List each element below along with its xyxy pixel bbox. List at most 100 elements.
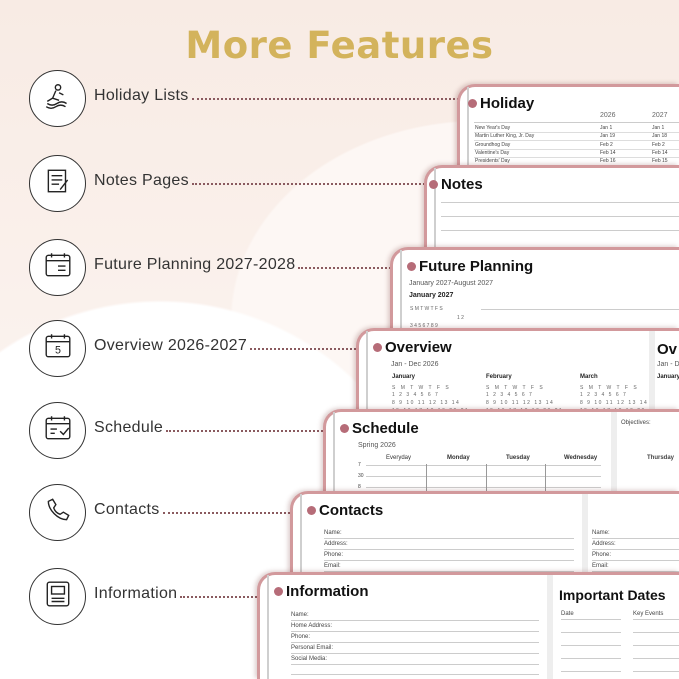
holiday-name: Presidents' Day (475, 158, 510, 165)
future-subtitle: January 2027-August 2027 (409, 280, 494, 287)
month-name: February (486, 374, 512, 380)
holiday-date-2026: Jan 19 (600, 133, 616, 140)
connector-line (191, 98, 471, 100)
holiday-name: Valentine's Day (475, 149, 510, 156)
svg-text:5: 5 (55, 344, 61, 356)
field-label: Email: (592, 563, 609, 569)
field-label: Name: (592, 530, 610, 536)
calendar-5-icon: 5 (43, 331, 73, 366)
field-line (324, 571, 574, 572)
feature-item: Information (29, 567, 177, 625)
field-label: Name: (324, 530, 342, 536)
id-card-icon (43, 579, 73, 614)
time-label: 30 (358, 473, 364, 479)
field-label: Phone: (592, 552, 612, 558)
connector-line (180, 596, 277, 598)
schedule-title: Schedule (352, 420, 419, 437)
holiday-date-2027: Jan 18 (652, 133, 668, 140)
calendar-check-icon (43, 413, 73, 448)
time-line (366, 487, 601, 488)
connector-line (162, 512, 310, 514)
overview-heading: Overview (373, 339, 452, 356)
holiday-name: Groundhog Day (475, 141, 511, 148)
calendar-5-circle: 5 (29, 319, 86, 377)
schedule-subtitle: Spring 2026 (358, 442, 396, 449)
date-row: 8 9 10 11 12 13 14 (392, 400, 461, 406)
information-heading: Information (274, 583, 369, 600)
field-line (592, 560, 679, 561)
row-line (474, 132, 679, 133)
contacts-title: Contacts (319, 502, 384, 519)
event-line (633, 632, 679, 633)
date-row: 1 2 3 4 5 6 7 (392, 392, 440, 398)
page-title: More Features (185, 24, 494, 67)
calendar-icon (43, 250, 73, 285)
feature-label: Contacts (94, 501, 160, 518)
future-month: January 2027 (409, 292, 454, 299)
field-line (592, 549, 679, 550)
notes-circle (29, 154, 86, 212)
phone-icon (43, 495, 73, 530)
connector-line (166, 430, 343, 432)
field-label: Address: (592, 541, 616, 547)
bullet-dot (307, 506, 316, 515)
holiday-title: Holiday (480, 95, 535, 112)
notes-title: Notes (441, 176, 483, 193)
holiday-name: Martin Luther King, Jr. Day (475, 133, 535, 140)
field-label: Email: (324, 563, 341, 569)
row-line (474, 148, 679, 150)
feature-item: Notes Pages (29, 154, 189, 212)
holiday-date-2027: Feb 2 (652, 141, 665, 148)
date-column: Date (561, 611, 574, 617)
time-label: 8 (358, 484, 361, 490)
date-line (561, 632, 621, 633)
field-label: Home Address: (291, 623, 333, 629)
thursday-header: Thursday (647, 455, 675, 461)
field-label: Phone: (324, 552, 344, 558)
objectives-label: Objectives: (621, 420, 651, 426)
field-line (291, 674, 539, 675)
field-label: Address: (324, 541, 348, 547)
event-line (633, 671, 679, 672)
calendar-circle (29, 238, 86, 296)
field-label: Phone: (291, 634, 311, 640)
future-title: Future Planning (419, 258, 534, 275)
feature-item: Contacts (29, 483, 159, 541)
note-line (441, 216, 679, 217)
field-label: Social Media: (291, 656, 328, 662)
field-label: Name: (291, 612, 309, 618)
time-line (366, 465, 601, 466)
bullet-dot (373, 343, 382, 352)
feature-label: Overview 2026-2027 (94, 337, 248, 354)
date-line (561, 658, 621, 659)
date-row: 1 2 3 4 5 6 7 (486, 392, 534, 398)
contacts-heading: Contacts (307, 502, 383, 519)
jet-ski-circle (29, 69, 86, 127)
holiday-date-2026: Jan 1 (600, 125, 613, 131)
row-line (474, 156, 679, 158)
information-title: Information (286, 583, 369, 600)
holiday-date-2026: Feb 16 (600, 158, 616, 165)
bullet-dot (407, 262, 416, 271)
page-spine (267, 575, 269, 679)
holiday-date-2027: Feb 14 (652, 149, 668, 156)
month-name: January (392, 374, 416, 380)
date-row: 8 9 10 11 12 13 14 (580, 400, 649, 406)
information-card: Information Name: Home Address: Phone: Perso… (257, 572, 679, 679)
feature-item: 5 Overview 2026-2027 (29, 319, 247, 377)
field-line (324, 560, 574, 561)
feature-item: Holiday Lists (29, 69, 188, 127)
field-line (291, 620, 539, 621)
column-header: Tuesday (506, 455, 530, 461)
year-2027: 2027 (652, 112, 668, 119)
notes-heading: Notes (429, 176, 483, 193)
bullet-dot (429, 180, 438, 189)
year-2026: 2026 (600, 112, 616, 119)
field-line (291, 631, 539, 632)
field-line (324, 549, 574, 550)
important-dates-page: Important Dates Date Key Events (547, 575, 679, 679)
overview-title: Overview (385, 339, 452, 356)
field-line (291, 664, 539, 665)
month-name: March (580, 374, 598, 380)
overview-subtitle: Jan - Dec 2026 (391, 361, 439, 368)
